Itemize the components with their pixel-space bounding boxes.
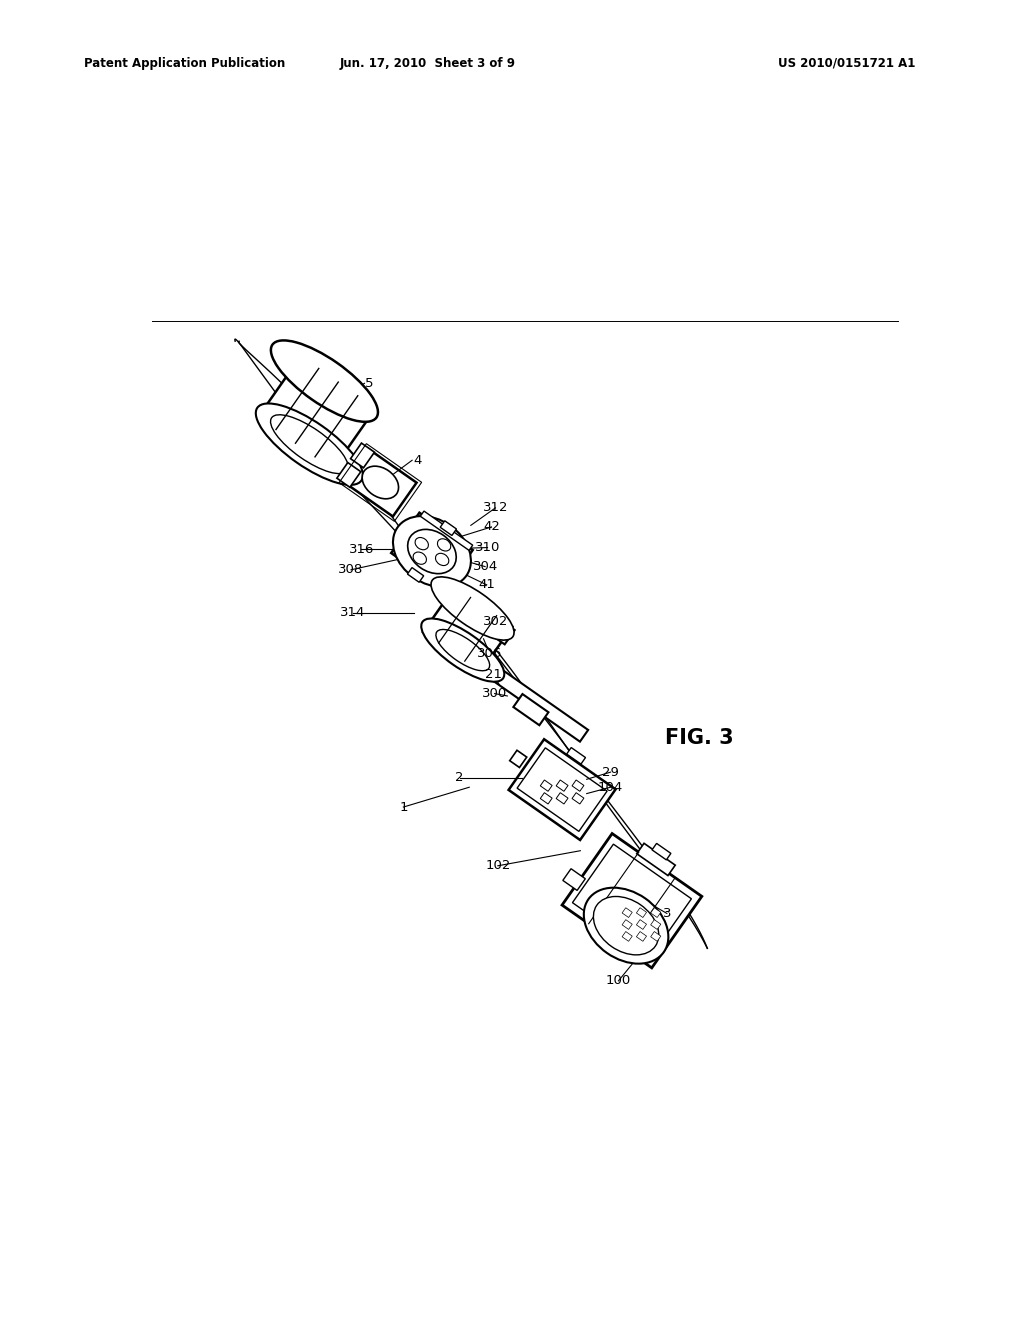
Polygon shape (258, 355, 376, 470)
Polygon shape (572, 780, 584, 791)
Ellipse shape (415, 537, 428, 549)
Polygon shape (566, 747, 586, 764)
Polygon shape (510, 750, 526, 767)
Polygon shape (623, 932, 632, 941)
Ellipse shape (271, 341, 378, 422)
Polygon shape (636, 920, 646, 929)
Text: 5: 5 (366, 376, 374, 389)
Polygon shape (637, 843, 675, 875)
Polygon shape (572, 793, 584, 804)
Polygon shape (556, 793, 568, 804)
Polygon shape (541, 780, 552, 791)
Ellipse shape (437, 539, 451, 550)
Text: 102: 102 (485, 859, 511, 873)
Polygon shape (623, 908, 632, 917)
Text: US 2010/0151721 A1: US 2010/0151721 A1 (778, 57, 915, 70)
Polygon shape (337, 462, 360, 487)
Polygon shape (423, 586, 512, 672)
Polygon shape (391, 512, 473, 590)
Text: FIG. 3: FIG. 3 (665, 729, 734, 748)
Text: 2: 2 (456, 771, 464, 784)
Text: 308: 308 (338, 564, 364, 577)
Ellipse shape (393, 516, 471, 587)
Ellipse shape (431, 577, 514, 640)
Polygon shape (652, 843, 671, 859)
Text: 29: 29 (602, 766, 618, 779)
Text: 3: 3 (663, 907, 671, 920)
Text: 310: 310 (475, 541, 500, 554)
Polygon shape (556, 780, 568, 791)
Polygon shape (495, 623, 515, 644)
Polygon shape (650, 932, 660, 941)
Text: 21: 21 (484, 668, 502, 681)
Polygon shape (636, 932, 646, 941)
Ellipse shape (421, 619, 504, 681)
Polygon shape (513, 694, 549, 725)
Ellipse shape (436, 630, 489, 671)
Text: Jun. 17, 2010  Sheet 3 of 9: Jun. 17, 2010 Sheet 3 of 9 (340, 57, 516, 70)
Polygon shape (623, 920, 632, 929)
Polygon shape (548, 750, 564, 768)
Ellipse shape (270, 414, 348, 474)
Ellipse shape (362, 466, 398, 499)
Text: Patent Application Publication: Patent Application Publication (84, 57, 286, 70)
Polygon shape (408, 568, 424, 582)
Text: 100: 100 (606, 974, 631, 987)
Ellipse shape (256, 404, 362, 484)
Ellipse shape (584, 887, 669, 964)
Polygon shape (563, 869, 586, 891)
Text: 302: 302 (482, 615, 508, 628)
Text: 304: 304 (472, 560, 498, 573)
Polygon shape (440, 521, 457, 536)
Text: 1: 1 (399, 800, 408, 813)
Polygon shape (650, 908, 660, 917)
Ellipse shape (435, 553, 449, 565)
Text: 4: 4 (414, 454, 422, 467)
Polygon shape (466, 651, 588, 742)
Text: 41: 41 (478, 578, 496, 591)
Polygon shape (636, 908, 646, 917)
Ellipse shape (413, 552, 426, 564)
Ellipse shape (408, 529, 457, 574)
Text: 42: 42 (483, 520, 500, 533)
Text: 104: 104 (598, 780, 624, 793)
Polygon shape (562, 833, 701, 968)
Polygon shape (420, 511, 473, 550)
Polygon shape (344, 449, 417, 516)
Text: 314: 314 (340, 606, 366, 619)
Text: 300: 300 (482, 688, 507, 700)
Text: 306: 306 (477, 647, 503, 660)
Text: 312: 312 (482, 502, 508, 515)
Ellipse shape (593, 896, 658, 954)
Polygon shape (541, 793, 552, 804)
Text: 316: 316 (348, 543, 374, 556)
Polygon shape (509, 739, 615, 840)
Polygon shape (650, 920, 660, 929)
Polygon shape (350, 444, 375, 467)
